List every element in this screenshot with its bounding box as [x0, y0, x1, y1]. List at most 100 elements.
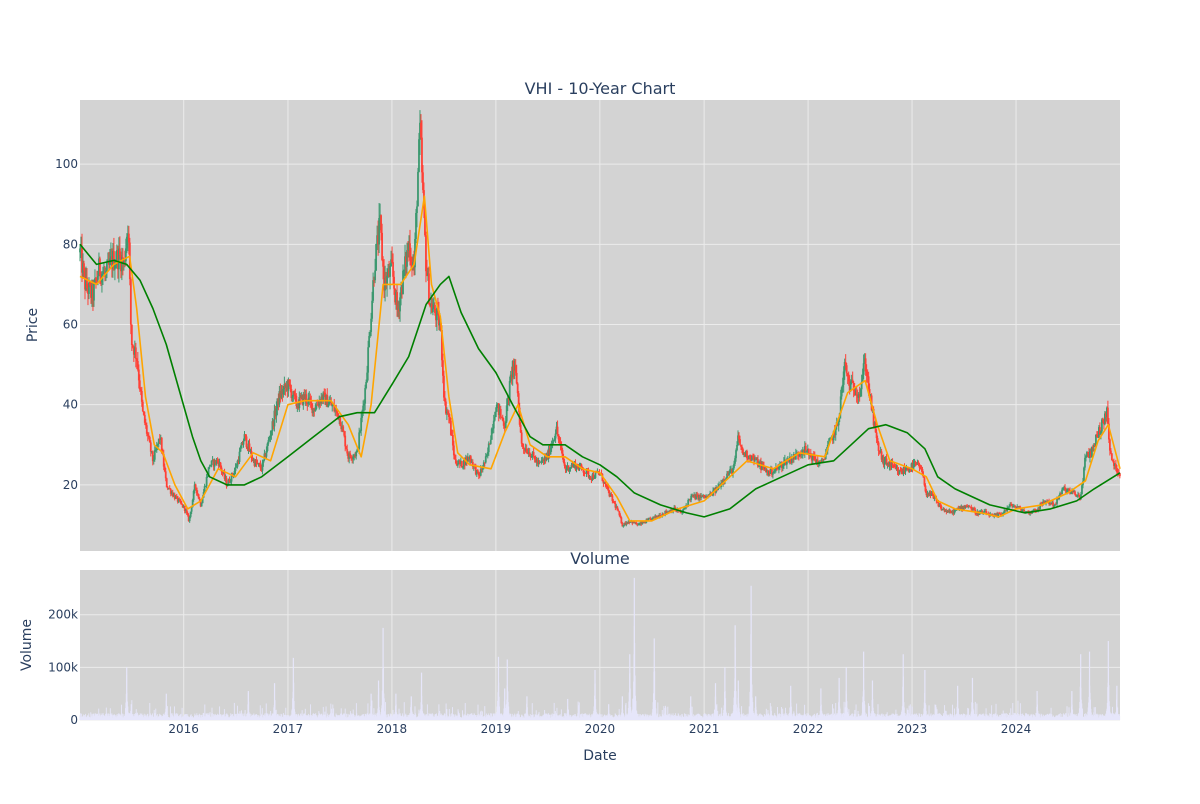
candle-body [140, 390, 143, 402]
volume-spike-bar [902, 654, 904, 720]
candle-body [442, 360, 444, 376]
candle-body [160, 437, 163, 453]
candle-body [328, 402, 331, 405]
candle-body [811, 453, 814, 461]
candle-body [608, 490, 611, 497]
candle-body [1101, 419, 1103, 432]
candle-body [631, 521, 634, 524]
candle-body [523, 448, 526, 451]
candle-body [774, 470, 776, 472]
candle-body [136, 360, 139, 370]
volume-bar [314, 714, 315, 720]
candle-body [103, 271, 105, 274]
candle-body [133, 347, 136, 355]
candle-body [431, 303, 433, 312]
candle-body [718, 484, 720, 487]
volume-spike-bar [1071, 691, 1073, 720]
volume-bar [756, 713, 758, 720]
volume-bar [1061, 714, 1063, 720]
candle-body [1016, 506, 1019, 508]
volume-bar [855, 704, 857, 720]
candle-body [656, 516, 659, 518]
volume-bar [578, 702, 580, 720]
volume-spike-bar [863, 651, 865, 720]
candle-body [749, 455, 751, 459]
candle-body [743, 453, 745, 455]
candle-body [416, 206, 418, 213]
volume-bar [330, 703, 332, 720]
volume-spike-bar [838, 677, 840, 720]
candle-body [629, 521, 632, 523]
candle-body [355, 451, 358, 457]
candle-body [793, 454, 796, 460]
volume-chart-title: Volume [570, 549, 630, 568]
candle-body [106, 262, 108, 272]
candle-body [428, 273, 430, 304]
volume-bar [854, 709, 856, 720]
candle-body [696, 494, 699, 496]
candle-body [821, 459, 824, 461]
volume-bar [842, 712, 844, 720]
candle-body [498, 408, 501, 416]
candle-body [181, 504, 184, 508]
candle-body [378, 218, 380, 245]
candle-body [1074, 491, 1076, 495]
candle-body [273, 410, 276, 427]
candle-body [552, 439, 555, 442]
volume-spike-bar [629, 654, 631, 720]
candle-body [925, 491, 928, 496]
volume-bar [325, 706, 327, 720]
candle-body [457, 460, 460, 465]
candle-body [732, 467, 734, 475]
x-axis-label: Date [583, 748, 616, 764]
candle-body [1053, 505, 1055, 507]
volume-bar [999, 714, 1001, 720]
candle-body [305, 394, 308, 403]
candle-body [401, 287, 403, 295]
volume-bar [944, 705, 946, 720]
candle-body [314, 409, 317, 412]
candle-body [503, 425, 506, 429]
volume-bar [181, 707, 183, 720]
candle-body [912, 463, 915, 470]
candle-body [142, 411, 145, 415]
candle-body [1110, 453, 1113, 461]
candle-body [611, 495, 614, 502]
volume-bars [79, 577, 1121, 720]
candle-body [526, 453, 529, 455]
volume-bar [514, 714, 516, 720]
candle-body [583, 472, 586, 474]
candle-body [667, 511, 670, 513]
candle-body [567, 465, 570, 472]
candle-body [414, 238, 416, 268]
candle-body [662, 513, 665, 515]
candle-body [403, 269, 405, 271]
volume-bar [670, 713, 672, 720]
candle-body [366, 372, 369, 382]
candle-body [684, 507, 687, 509]
candle-body [115, 250, 118, 263]
candle-body [700, 495, 703, 498]
candle-body [626, 522, 629, 524]
volume-bar [227, 714, 229, 720]
candle-body [301, 395, 304, 405]
candle-body [302, 394, 305, 405]
volume-bar [403, 702, 405, 720]
candle-body [755, 457, 757, 460]
candle-body [521, 443, 524, 447]
candle-body [1076, 495, 1078, 497]
candle-body [734, 458, 736, 464]
candle-body [1004, 509, 1007, 511]
price-y-tick-labels: 20 40 60 80 100 [55, 157, 78, 492]
volume-bar [553, 702, 555, 720]
candle-body [383, 266, 385, 291]
candle-body [281, 390, 284, 395]
volume-bar [716, 704, 718, 720]
candle-body [125, 236, 128, 249]
candle-body [251, 457, 254, 461]
volume-spike-bar [526, 696, 528, 720]
volume-bar [646, 714, 648, 720]
candle-body [733, 463, 735, 468]
candle-body [214, 460, 217, 464]
candle-body [814, 459, 817, 463]
